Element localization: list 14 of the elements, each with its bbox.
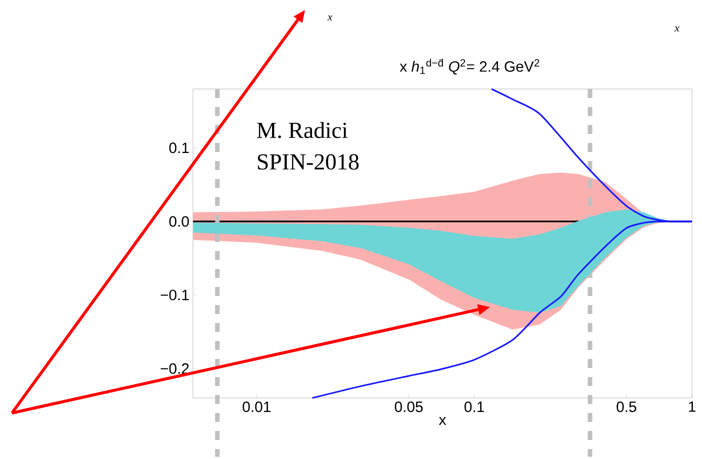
text: x	[674, 26, 680, 32]
x-tick-label: 0.5	[616, 402, 636, 412]
x-tick-label: 0.1	[464, 402, 484, 412]
x-axis-title: x	[438, 416, 446, 425]
y-tick-label: 0.1	[169, 142, 189, 154]
y-tick-label: −0.1	[160, 290, 189, 300]
x-tick-label: 0.05	[394, 402, 423, 412]
x-tick-label: 0.01	[242, 402, 270, 412]
annotation: SPIN-2018	[258, 154, 359, 170]
y-tick-label: 0.0	[169, 216, 189, 227]
chart-title: x h$_{1}$$^{d−d̄}$ Q$^{2}$= 2.4 GeV$^{2}$	[400, 58, 540, 75]
annotation: M. Radici	[257, 122, 348, 138]
x-tick-label: 1	[688, 402, 696, 412]
text: x	[327, 15, 332, 21]
